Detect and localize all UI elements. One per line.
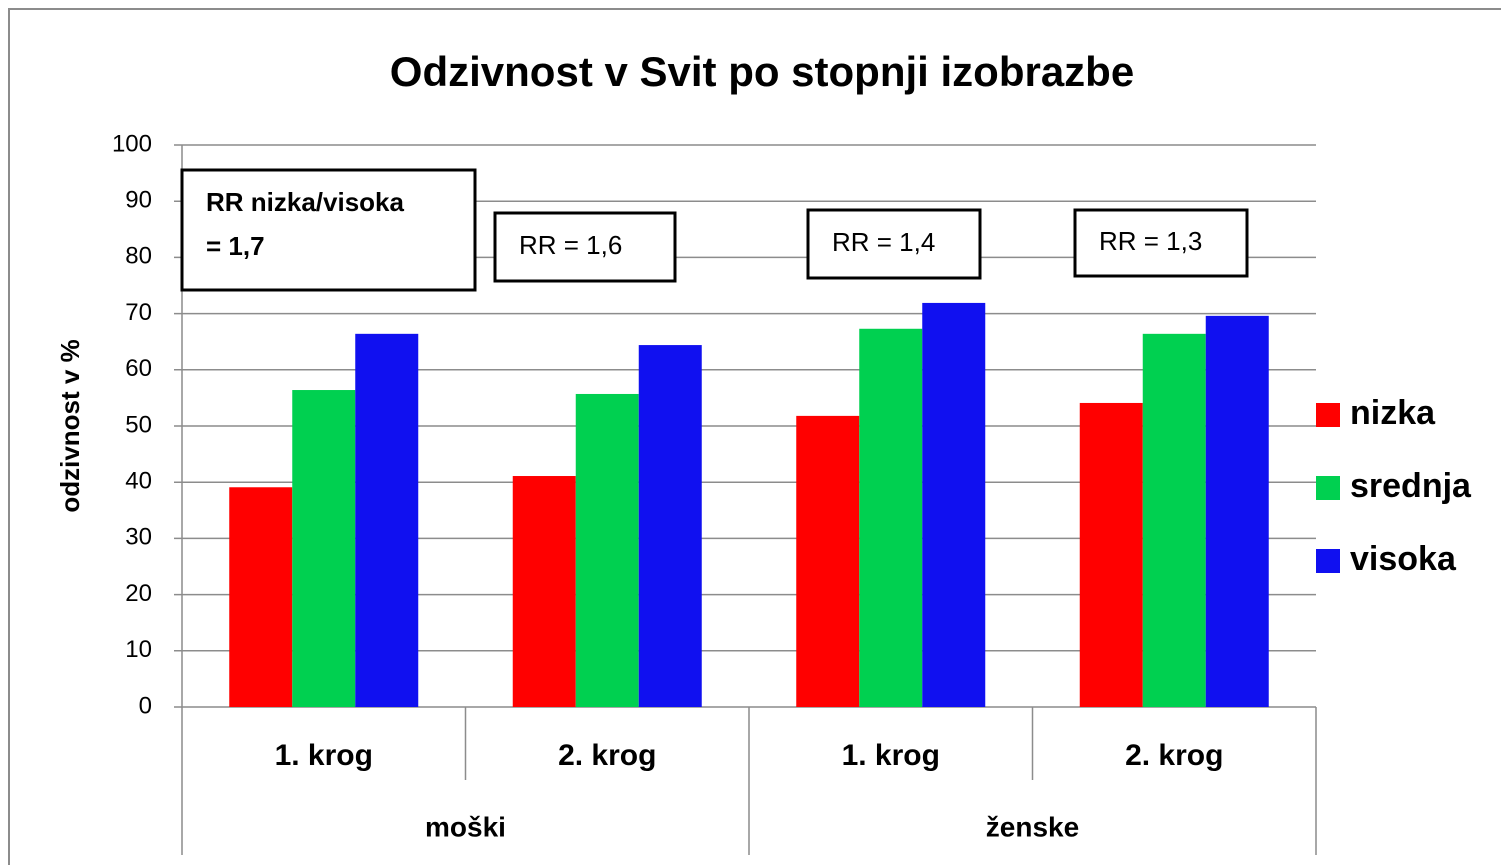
annotation-text: RR = 1,4 xyxy=(832,227,935,257)
y-tick-label: 60 xyxy=(125,355,152,382)
annotation-text: RR = 1,3 xyxy=(1099,226,1202,256)
y-tick-label: 50 xyxy=(125,411,152,438)
chart-title: Odzivnost v Svit po stopnji izobrazbe xyxy=(390,48,1134,95)
y-tick-label: 80 xyxy=(125,243,152,270)
y-tick-label: 70 xyxy=(125,299,152,326)
bar xyxy=(229,487,293,707)
chart-frame xyxy=(8,8,1501,865)
y-tick-label: 20 xyxy=(125,580,152,607)
group-label: moški xyxy=(425,811,506,842)
annotation-text: = 1,7 xyxy=(206,231,265,261)
y-tick-label: 100 xyxy=(112,130,152,157)
bar xyxy=(1079,402,1143,707)
group-label: ženske xyxy=(986,811,1079,842)
bar xyxy=(922,302,986,707)
bar xyxy=(355,333,419,707)
y-tick-label: 40 xyxy=(125,468,152,495)
legend-label: srednja xyxy=(1350,467,1472,505)
legend-swatch xyxy=(1316,549,1340,573)
annotation-text: RR nizka/visoka xyxy=(206,187,405,217)
bar xyxy=(859,328,923,707)
legend-swatch xyxy=(1316,403,1340,427)
y-tick-label: 90 xyxy=(125,187,152,214)
annotation-box xyxy=(180,168,477,292)
annotation-text: RR = 1,6 xyxy=(519,230,622,260)
annotation-box xyxy=(806,208,982,280)
x-tick-label: 1. krog xyxy=(842,739,940,772)
y-tick-label: 0 xyxy=(139,692,152,719)
y-axis-label: odzivnost v % xyxy=(55,339,85,512)
legend-label: nizka xyxy=(1350,394,1436,432)
x-tick-label: 1. krog xyxy=(275,739,373,772)
annotation-box xyxy=(493,211,677,283)
legend-swatch xyxy=(1316,476,1340,500)
y-tick-label: 10 xyxy=(125,636,152,663)
bar xyxy=(292,390,356,707)
bar xyxy=(638,345,702,707)
x-tick-label: 2. krog xyxy=(558,739,656,772)
bar xyxy=(1205,315,1269,707)
legend-label: visoka xyxy=(1350,540,1457,578)
annotation-box xyxy=(1073,208,1249,278)
bar xyxy=(1142,333,1206,707)
bar xyxy=(512,476,576,707)
y-tick-label: 30 xyxy=(125,524,152,551)
bar xyxy=(796,415,860,707)
x-tick-label: 2. krog xyxy=(1125,739,1223,772)
bar xyxy=(575,393,639,707)
